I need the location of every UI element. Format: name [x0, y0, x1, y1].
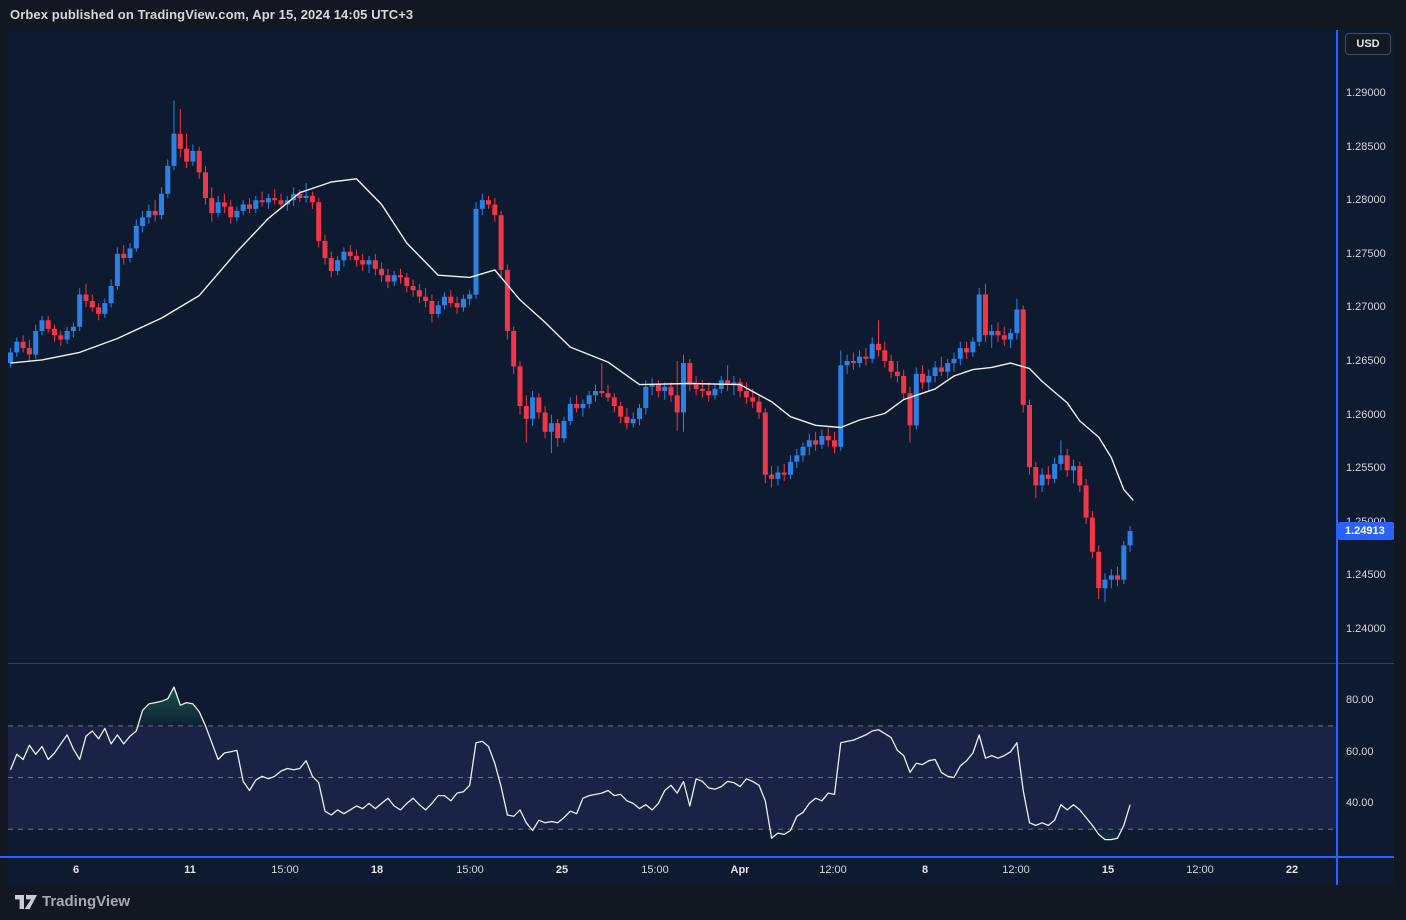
time-tick-label: 15:00	[271, 864, 299, 876]
price-tick-label: 1.26500	[1346, 355, 1386, 367]
time-tick-label: Apr	[730, 864, 750, 876]
page-title: Orbex published on TradingView.com, Apr …	[10, 7, 414, 22]
time-tick-label: 15	[1101, 864, 1115, 876]
rsi-tick-label: 60.00	[1346, 745, 1374, 758]
time-tick-label: 25	[555, 864, 569, 876]
price-tick-label: 1.26000	[1346, 408, 1386, 421]
rsi-tick-label: 80.00	[1346, 694, 1374, 706]
rsi-pane-canvas[interactable]	[8, 664, 1337, 856]
price-tick-label: 1.24500	[1346, 569, 1386, 582]
time-axis-separator	[0, 856, 1394, 858]
price-tick-label: 1.29000	[1346, 87, 1386, 99]
price-tick-label: 1.27000	[1346, 301, 1386, 314]
chart-area-background	[8, 30, 1394, 885]
time-tick-label: 6	[72, 864, 80, 876]
last-price-value: 1.24913	[1345, 525, 1385, 538]
price-tick-label: 1.24000	[1346, 623, 1386, 635]
currency-label: USD	[1356, 38, 1380, 50]
time-tick-label: 12:00	[1186, 864, 1214, 876]
footer-bar: TradingView	[0, 885, 1406, 920]
price-chart-canvas[interactable]	[8, 30, 1337, 663]
header-bar: Orbex published on TradingView.com, Apr …	[0, 0, 1406, 30]
price-tick-label: 1.25500	[1346, 462, 1386, 475]
time-tick-label: 12:00	[1002, 864, 1030, 876]
time-tick-label: 18	[370, 864, 384, 876]
time-tick-label: 15:00	[456, 864, 484, 876]
rsi-tick-label: 40.00	[1346, 797, 1374, 810]
price-tick-label: 1.28500	[1346, 140, 1386, 153]
time-axis-scale[interactable]: 6 11 15:00 18 15:00 25 15:00 Apr 12:00 8 12:00 15 12…	[0, 862, 1394, 884]
time-tick-label: 8	[921, 864, 929, 876]
price-axis-separator	[1336, 30, 1338, 885]
pane-divider[interactable]	[8, 663, 1394, 664]
currency-badge[interactable]: USD	[1345, 33, 1391, 55]
price-axis-scale[interactable]: USD 1.29000 1.28500 1.28000 1.27500 1.27000 1…	[1338, 30, 1394, 885]
time-tick-label: 15:00	[641, 864, 669, 876]
price-tick-label: 1.27500	[1346, 247, 1386, 260]
price-tick-label: 1.28000	[1346, 194, 1386, 207]
tradingview-logo-icon[interactable]	[14, 892, 38, 912]
last-price-badge: 1.24913	[1338, 522, 1394, 541]
tradingview-brand-label[interactable]: TradingView	[42, 893, 131, 910]
time-tick-label: 12:00	[819, 864, 847, 876]
time-tick-label: 22	[1285, 864, 1299, 876]
time-tick-label: 11	[184, 864, 196, 876]
